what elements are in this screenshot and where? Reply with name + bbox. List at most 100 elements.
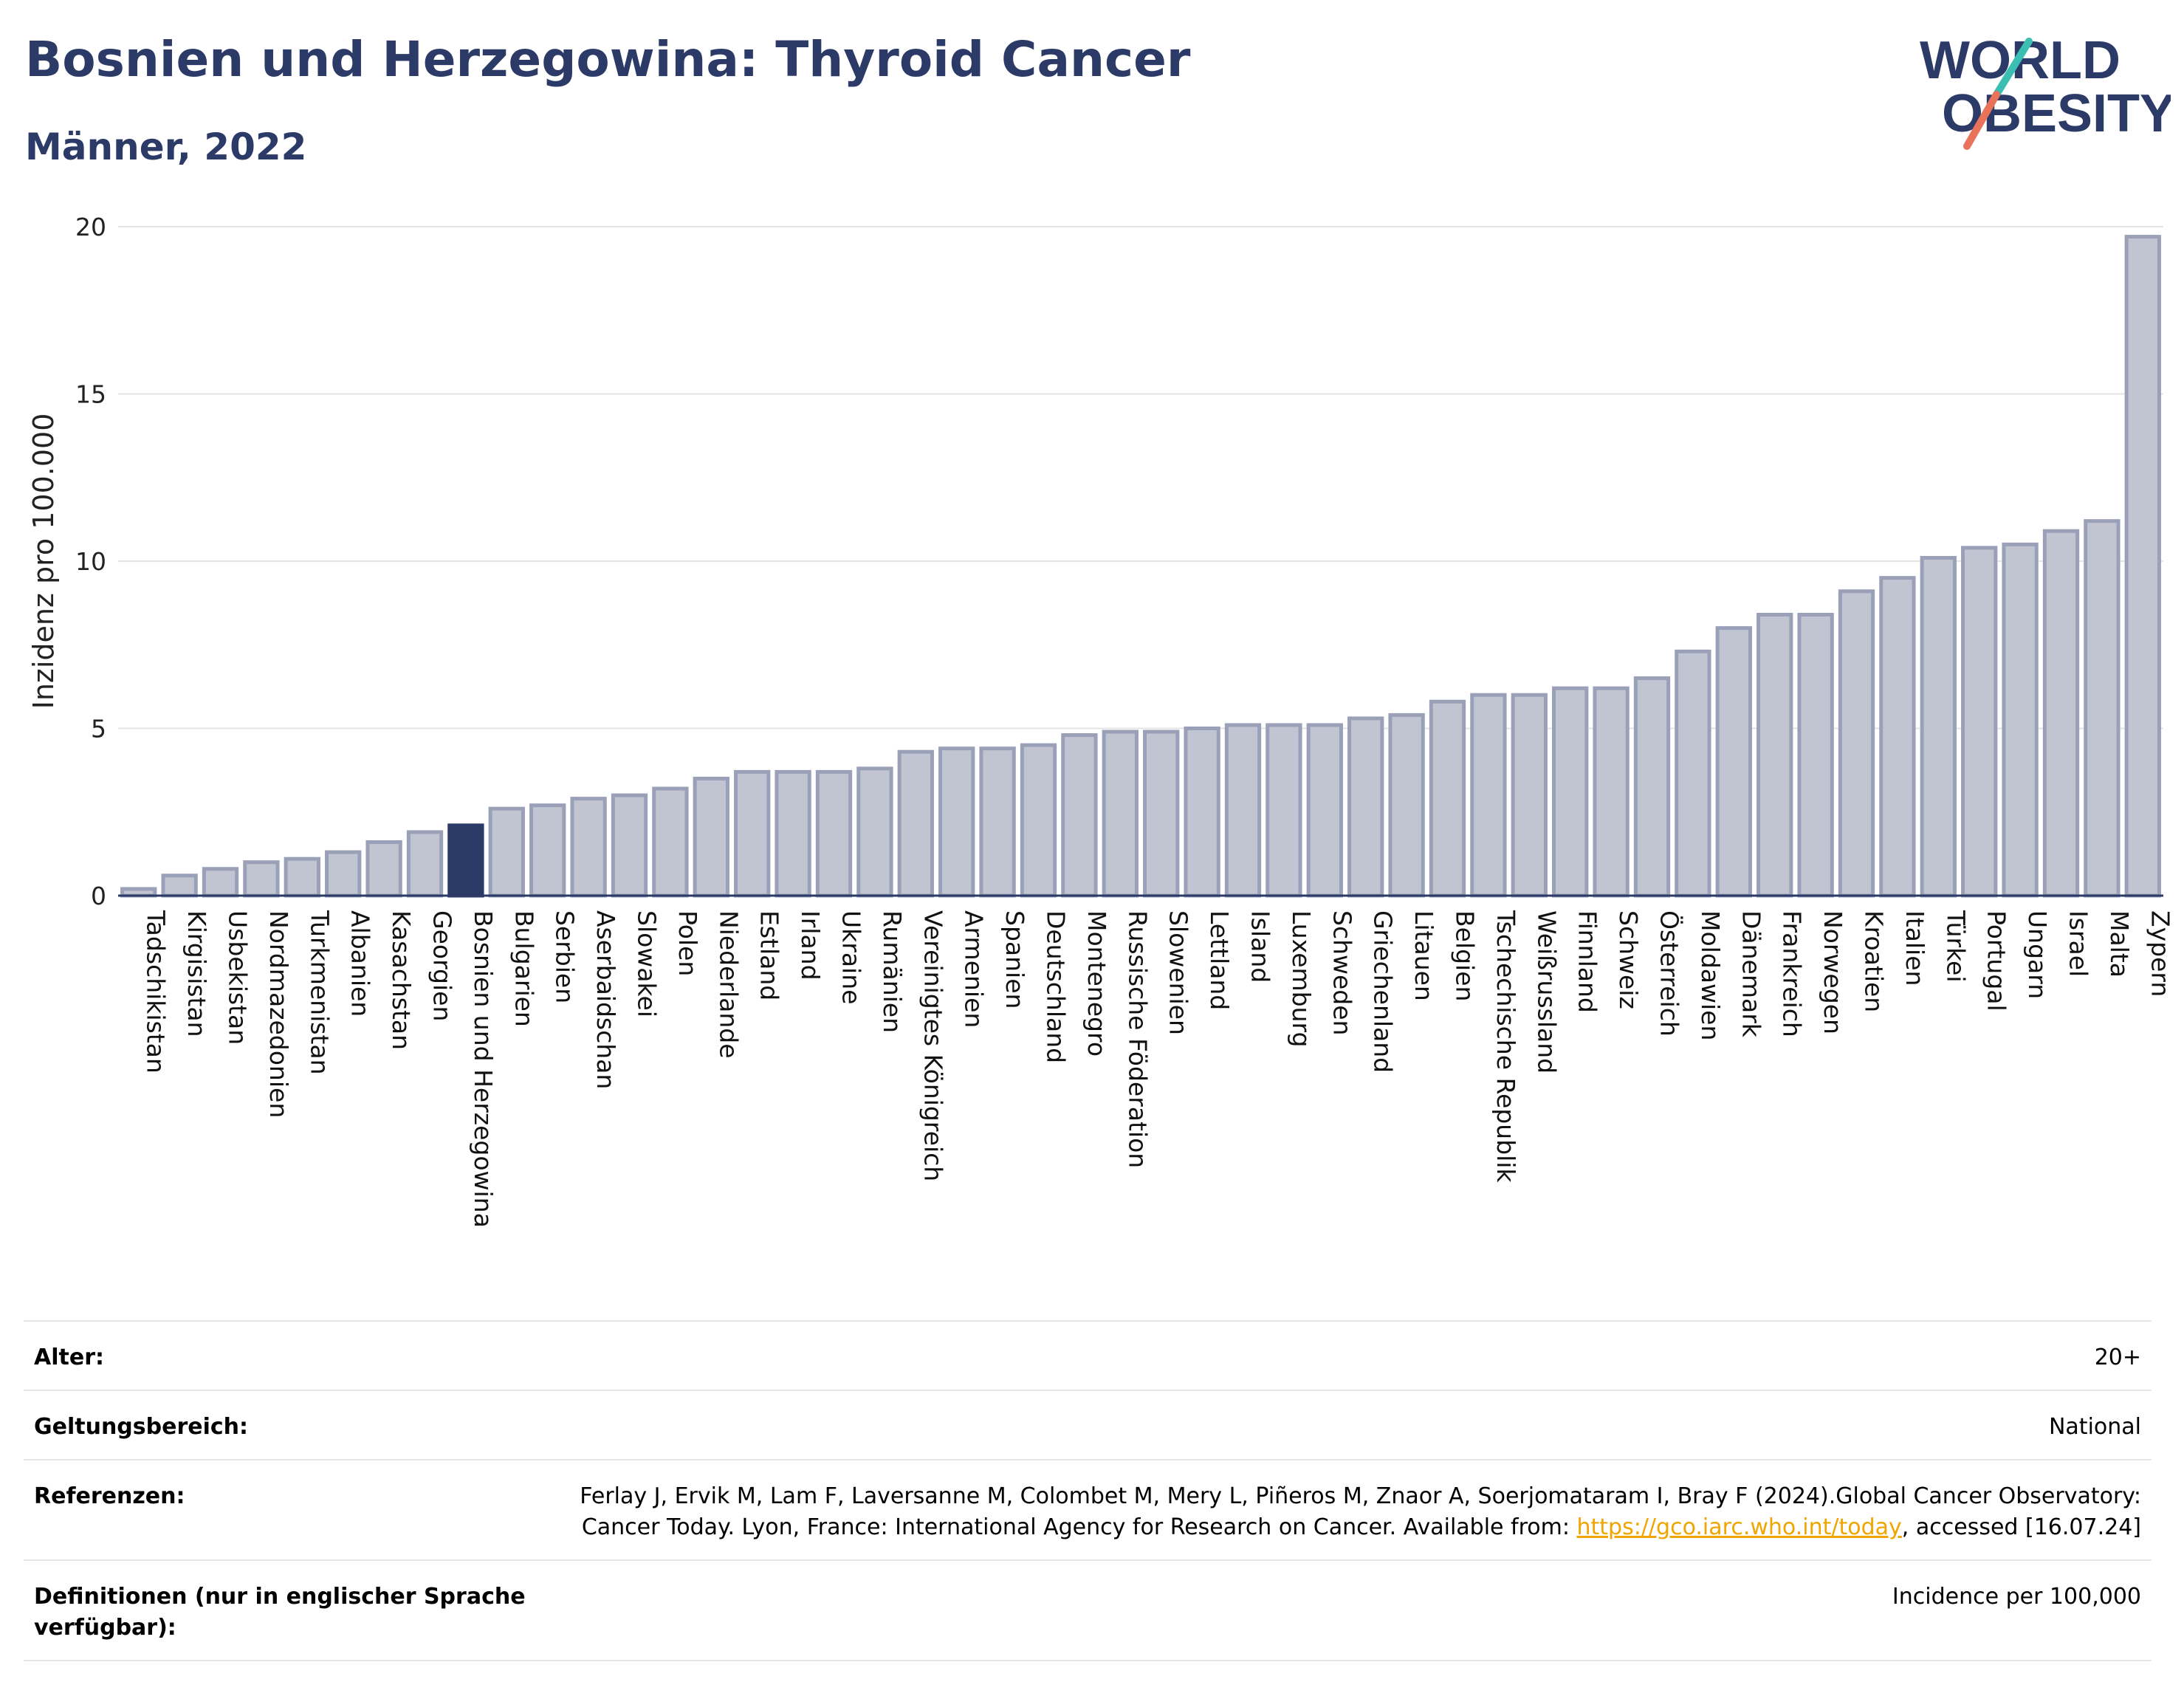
meta-row-definitions: Definitionen (nur in englischer Sprache … bbox=[24, 1559, 2152, 1661]
bar bbox=[1797, 612, 1834, 898]
x-tick-label: Turkmenistan bbox=[305, 910, 334, 1075]
bar bbox=[1429, 699, 1466, 898]
bar bbox=[161, 873, 198, 898]
bar bbox=[611, 793, 648, 898]
x-tick-label: Deutschland bbox=[1042, 910, 1071, 1063]
meta-row-scope: Geltungsbereich: National bbox=[24, 1390, 2152, 1459]
logo-slash-teal bbox=[1993, 38, 2033, 98]
bar bbox=[1633, 676, 1671, 898]
reference-accessed: , accessed [16.07.24] bbox=[1901, 1514, 2141, 1540]
bar bbox=[1511, 693, 1548, 898]
x-tick-label: Griechenland bbox=[1369, 910, 1398, 1073]
bar bbox=[1184, 727, 1220, 898]
x-tick-label: Italien bbox=[1900, 910, 1929, 986]
bar bbox=[1061, 733, 1098, 898]
bar bbox=[1306, 723, 1343, 898]
x-tick-label: Belgien bbox=[1451, 910, 1480, 1001]
x-tick-label: Dänemark bbox=[1737, 910, 1765, 1038]
x-tick-label: Russische Föderation bbox=[1123, 910, 1152, 1168]
meta-value-age: 20+ bbox=[2094, 1345, 2141, 1370]
x-tick-label: Polen bbox=[673, 910, 702, 976]
y-tick-label: 10 bbox=[75, 547, 106, 576]
bar bbox=[2042, 529, 2080, 898]
world-obesity-logo: WORLD OBESITY bbox=[1920, 31, 2171, 150]
bar bbox=[243, 860, 280, 898]
meta-key-age: Alter: bbox=[34, 1345, 104, 1370]
bar bbox=[734, 769, 771, 898]
bar bbox=[1757, 612, 1793, 898]
x-tick-label: Schweiz bbox=[1614, 910, 1643, 1009]
bar bbox=[815, 769, 853, 898]
meta-key-scope: Geltungsbereich: bbox=[34, 1414, 249, 1440]
reference-text: Ferlay J, Ervik M, Lam F, Laversanne M, … bbox=[580, 1483, 2141, 1540]
x-tick-label: Rumänien bbox=[878, 910, 907, 1033]
bar bbox=[1920, 555, 1957, 898]
meta-row-age: Alter: 20+ bbox=[24, 1320, 2152, 1390]
y-tick-labels: 0 5 10 15 20 bbox=[75, 213, 106, 910]
x-tick-label: Vereinigtes Königreich bbox=[918, 910, 947, 1181]
bar bbox=[693, 776, 729, 898]
y-tick-label: 20 bbox=[75, 213, 106, 241]
x-tick-label: Niederlande bbox=[714, 910, 743, 1059]
x-tick-label: Slowenien bbox=[1164, 910, 1193, 1035]
y-tick-label: 15 bbox=[75, 380, 106, 409]
bar bbox=[1347, 716, 1384, 898]
meta-key-references: Referenzen: bbox=[34, 1483, 185, 1509]
bar bbox=[1266, 723, 1302, 898]
x-tick-label: Tschechische Republik bbox=[1491, 910, 1520, 1183]
bar bbox=[2084, 519, 2121, 898]
bar bbox=[1388, 713, 1425, 898]
bar bbox=[775, 769, 811, 898]
x-tick-label: Kroatien bbox=[1860, 910, 1889, 1012]
meta-value-references: Ferlay J, Ervik M, Lam F, Laversanne M, … bbox=[551, 1481, 2141, 1543]
bar bbox=[2002, 542, 2039, 898]
bar bbox=[938, 746, 975, 898]
x-tick-label: Irland bbox=[796, 910, 825, 981]
x-tick-label: Aserbaidschan bbox=[591, 910, 620, 1089]
x-tick-label: Usbekistan bbox=[224, 910, 253, 1045]
bar bbox=[202, 867, 239, 898]
x-tick-label: Bosnien und Herzegowina bbox=[469, 910, 498, 1228]
x-tick-label: Luxemburg bbox=[1287, 910, 1316, 1047]
meta-key-definitions: Definitionen (nur in englischer Sprache … bbox=[34, 1584, 526, 1641]
bar bbox=[856, 766, 893, 898]
bar bbox=[1715, 626, 1752, 898]
bar-chart: 0 5 10 15 20 Tadschikistan Kirgisistan Usbekis… bbox=[27, 213, 2175, 1228]
bar bbox=[1102, 729, 1139, 898]
chart-title: Bosnien und Herzegowina: Thyroid Cancer bbox=[25, 31, 1191, 88]
x-tick-label: Bulgarien bbox=[509, 910, 538, 1027]
meta-value-scope: National bbox=[2048, 1414, 2141, 1440]
x-tick-label: Türkei bbox=[1941, 910, 1970, 983]
x-tick-label: Tadschikistan bbox=[142, 910, 171, 1074]
reference-link[interactable]: https://gco.iarc.who.int/today bbox=[1576, 1514, 1902, 1540]
x-tick-label: Serbien bbox=[551, 910, 580, 1003]
bar bbox=[1020, 743, 1057, 898]
logo-line2: OBESITY bbox=[1942, 84, 2171, 143]
x-tick-label: Albanien bbox=[346, 910, 375, 1017]
bar bbox=[570, 797, 607, 898]
x-tick-label: Kirgisistan bbox=[182, 910, 211, 1037]
y-axis-label: Inzidenz pro 100.000 bbox=[27, 413, 60, 710]
x-tick-label: Finnland bbox=[1573, 910, 1602, 1013]
x-tick-label: Nordmazedonien bbox=[264, 910, 293, 1118]
x-tick-labels: Tadschikistan Kirgisistan Usbekistan Nordma… bbox=[142, 910, 2175, 1228]
x-tick-label: Frankreich bbox=[1778, 910, 1807, 1037]
bar bbox=[365, 840, 402, 898]
x-tick-label: Kasachstan bbox=[387, 910, 416, 1050]
bar bbox=[1675, 649, 1711, 898]
bar bbox=[325, 850, 362, 898]
x-tick-label: Island bbox=[1246, 910, 1275, 983]
bar-highlighted bbox=[447, 823, 484, 898]
bar bbox=[1143, 729, 1180, 898]
bar bbox=[897, 749, 934, 898]
x-tick-label: Litauen bbox=[1409, 910, 1438, 1001]
meta-row-references: Referenzen: Ferlay J, Ervik M, Lam F, La… bbox=[24, 1459, 2152, 1559]
bar bbox=[1224, 723, 1262, 898]
x-tick-label: Estland bbox=[755, 910, 784, 1000]
x-tick-label: Montenegro bbox=[1082, 910, 1111, 1057]
bar bbox=[284, 856, 320, 898]
x-tick-label: Slowakei bbox=[633, 910, 662, 1017]
x-tick-label: Georgien bbox=[428, 910, 457, 1021]
bar bbox=[1470, 693, 1507, 898]
bar bbox=[652, 786, 689, 898]
